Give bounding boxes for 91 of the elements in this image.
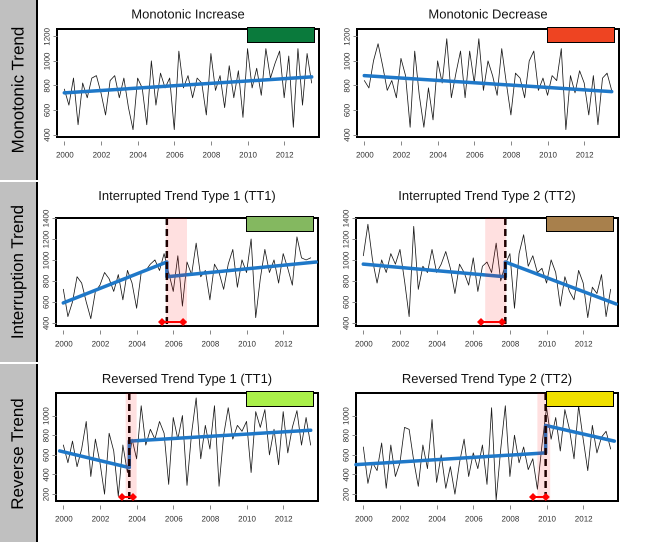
y-axis-title: Monotonic Trend	[8, 26, 28, 154]
y-tick-label: 600	[42, 295, 50, 310]
x-tick-label: 2000	[56, 150, 74, 160]
x-tick-label: 2002	[92, 514, 110, 524]
y-tick-label: 1000	[42, 250, 50, 270]
chart-title: Reversed Trend Type 2 (TT2)	[402, 370, 572, 386]
chart-title: Reversed Trend Type 1 (TT1)	[102, 370, 272, 386]
x-tick-label: 2012	[576, 150, 594, 160]
y-tick-label: 800	[42, 428, 50, 442]
x-tick-label: 2004	[128, 514, 147, 524]
y-tick-label: 1000	[42, 406, 50, 425]
x-tick-label: 2010	[539, 150, 558, 160]
x-tick-label: 2002	[92, 150, 111, 160]
y-tick-label: 800	[42, 274, 50, 288]
y-axis-title: Reverse Trend	[8, 398, 28, 510]
line-series	[354, 424, 616, 466]
line-series	[58, 428, 312, 470]
x-tick-label: 2008	[502, 340, 520, 348]
chart-title: Monotonic Decrease	[428, 6, 548, 22]
x-tick-label: 2004	[128, 340, 147, 348]
x-tick-label: 2004	[429, 150, 448, 160]
x-tick-label: 2010	[238, 340, 256, 348]
y-tick-label: 400	[342, 316, 350, 330]
y-tick-label: 800	[342, 428, 350, 442]
y-tick-label: 1200	[342, 27, 352, 46]
y-tick-label: 200	[42, 487, 50, 502]
x-tick-label: 2004	[428, 514, 447, 524]
y-tick-label: 1400	[342, 209, 350, 228]
chart-title: Interrupted Trend Type 2 (TT2)	[398, 188, 576, 204]
line-series	[364, 38, 612, 130]
x-tick-label: 2002	[392, 150, 411, 160]
y-tick-label: 600	[42, 103, 52, 118]
x-tick-label: 2012	[574, 514, 594, 524]
x-tick-label: 2000	[54, 514, 74, 524]
y-tick-label: 600	[342, 448, 350, 462]
x-tick-label: 2012	[274, 514, 294, 524]
y-tick-label: 400	[342, 468, 350, 482]
y-tick-label: 1000	[342, 406, 350, 425]
line-series	[362, 260, 618, 306]
x-tick-label: 2008	[202, 514, 220, 524]
line-series	[62, 236, 312, 320]
chart-title: Monotonic Increase	[131, 6, 245, 22]
line-series	[362, 224, 612, 318]
y-tick-label: 1000	[42, 52, 52, 70]
line-series	[64, 48, 312, 130]
x-tick-label: 2000	[54, 340, 74, 348]
x-tick-label: 2000	[354, 514, 374, 524]
x-tick-label: 2010	[239, 150, 258, 160]
x-tick-label: 2008	[202, 340, 220, 348]
x-tick-label: 2010	[538, 514, 556, 524]
y-tick-label: 400	[42, 316, 50, 330]
line-series	[362, 405, 612, 500]
y-tick-label: 1400	[42, 209, 50, 228]
y-tick-label: 400	[342, 128, 352, 142]
x-tick-label: 2012	[276, 150, 294, 160]
x-tick-label: 2008	[502, 514, 520, 524]
x-tick-label: 2002	[392, 340, 410, 348]
x-tick-label: 2002	[92, 340, 110, 348]
y-tick-label: 400	[42, 128, 52, 142]
x-tick-label: 2010	[538, 340, 556, 348]
x-tick-label: 2006	[464, 340, 484, 348]
x-tick-label: 2000	[356, 150, 374, 160]
x-tick-label: 2012	[274, 340, 294, 348]
x-tick-label: 2010	[238, 514, 256, 524]
y-tick-label: 600	[42, 448, 50, 462]
x-tick-label: 2000	[354, 340, 374, 348]
y-tick-label: 1200	[42, 230, 50, 248]
x-tick-label: 2006	[164, 340, 184, 348]
y-tick-label: 1000	[342, 52, 352, 70]
y-tick-label: 400	[42, 468, 50, 482]
x-tick-label: 2006	[164, 514, 184, 524]
y-tick-label: 600	[342, 103, 352, 118]
y-tick-label: 800	[42, 78, 52, 93]
y-tick-label: 600	[342, 295, 350, 310]
y-tick-label: 1000	[342, 250, 350, 270]
y-tick-label: 800	[342, 78, 352, 93]
x-tick-label: 2004	[129, 150, 148, 160]
y-tick-label: 800	[342, 274, 350, 288]
y-tick-label: 1200	[42, 27, 52, 46]
x-tick-label: 2008	[202, 150, 221, 160]
x-tick-label: 2008	[502, 150, 521, 160]
x-tick-label: 2004	[428, 340, 447, 348]
x-tick-label: 2006	[464, 514, 484, 524]
chart-title: Interrupted Trend Type 1 (TT1)	[98, 188, 276, 204]
x-tick-label: 2006	[166, 150, 184, 160]
y-tick-label: 200	[342, 487, 350, 502]
x-tick-label: 2002	[392, 514, 410, 524]
y-axis-title: Interruption Trend	[8, 204, 28, 340]
x-tick-label: 2012	[574, 340, 594, 348]
y-tick-label: 1200	[342, 230, 350, 248]
x-tick-label: 2006	[466, 150, 484, 160]
